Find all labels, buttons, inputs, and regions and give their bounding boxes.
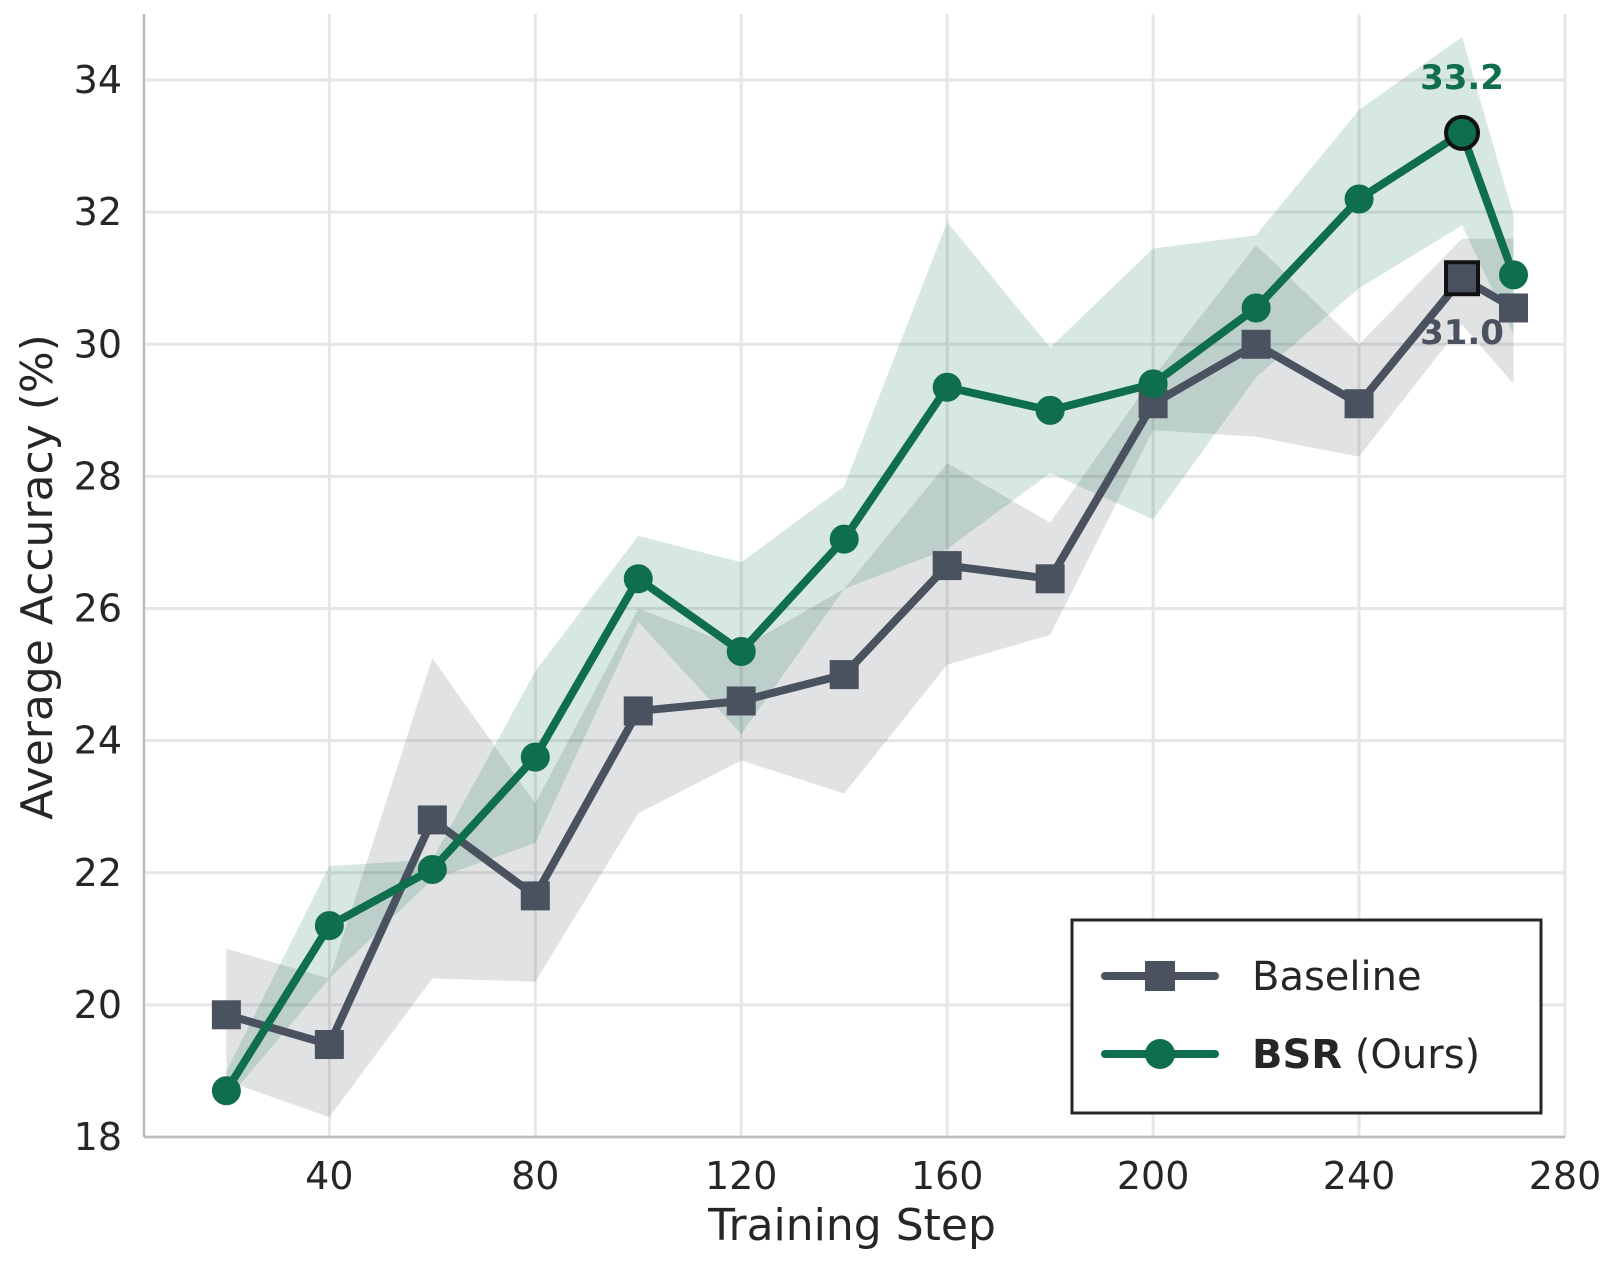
legend-label-baseline: Baseline — [1252, 954, 1422, 1000]
tick-labels: 40 80 120 160 200 240 280 18 20 22 24 26 28 30 32 34 — [74, 58, 1602, 1198]
x-tick-label: 80 — [511, 1154, 559, 1198]
confidence-band-bsr — [226, 37, 1514, 1101]
data-point-baseline — [829, 660, 859, 690]
y-tick-label: 18 — [74, 1115, 122, 1159]
data-point-bsr — [623, 564, 653, 594]
x-tick-label: 160 — [911, 1154, 984, 1198]
data-point-baseline — [1444, 260, 1481, 297]
data-point-baseline — [1241, 329, 1271, 359]
y-tick-label: 24 — [74, 719, 122, 763]
data-point-bsr — [1344, 184, 1374, 214]
y-axis-title: Average Accuracy (%) — [12, 334, 63, 820]
data-point-bsr — [1138, 369, 1168, 399]
x-tick-label: 240 — [1323, 1154, 1396, 1198]
legend-marker-baseline — [1145, 961, 1175, 991]
data-point-bsr — [1035, 395, 1065, 425]
data-point-bsr — [211, 1076, 241, 1106]
data-point-bsr — [417, 854, 447, 884]
data-point-bsr — [1444, 114, 1481, 151]
x-tick-label: 200 — [1117, 1154, 1190, 1198]
legend: Baseline BSR (Ours) — [1070, 918, 1543, 1115]
series-line-bsr — [222, 128, 1518, 1093]
data-point-baseline — [932, 551, 962, 581]
series-lines — [222, 128, 1518, 1093]
axes — [142, 14, 1565, 1139]
data-point-bsr — [932, 372, 962, 402]
data-point-baseline — [417, 805, 447, 835]
y-tick-label: 34 — [74, 58, 122, 102]
legend-label-bsr-bold: BSR — [1252, 1032, 1342, 1078]
annotations: 33.2 31.0 — [1420, 58, 1504, 353]
y-tick-label: 32 — [74, 190, 122, 234]
data-point-bsr — [520, 742, 550, 772]
x-tick-label: 280 — [1529, 1154, 1602, 1198]
series-markers — [211, 114, 1529, 1106]
series-line-baseline — [225, 274, 1516, 1049]
data-point-baseline — [1035, 564, 1065, 594]
x-tick-label: 120 — [705, 1154, 778, 1198]
x-tick-label: 40 — [305, 1154, 353, 1198]
data-point-bsr — [314, 911, 344, 941]
y-tick-label: 20 — [74, 983, 122, 1027]
data-point-bsr — [829, 524, 859, 554]
data-point-baseline — [1499, 293, 1529, 323]
legend-label-bsr: BSR (Ours) — [1252, 1032, 1480, 1078]
data-point-baseline — [726, 686, 756, 716]
x-axis-title: Training Step — [707, 1200, 996, 1251]
data-point-bsr — [726, 636, 756, 666]
data-point-baseline — [1344, 389, 1374, 419]
data-point-baseline — [211, 1000, 241, 1030]
y-tick-label: 22 — [74, 851, 122, 895]
data-point-bsr — [1499, 260, 1529, 290]
y-tick-label: 28 — [74, 454, 122, 498]
legend-label-bsr-suffix: (Ours) — [1342, 1032, 1480, 1078]
legend-marker-bsr — [1145, 1039, 1175, 1069]
peak-label-bsr: 33.2 — [1420, 58, 1504, 98]
peak-label-baseline: 31.0 — [1420, 313, 1504, 353]
data-point-bsr — [1241, 293, 1271, 323]
y-tick-label: 26 — [74, 587, 122, 631]
legend-frame — [1070, 918, 1543, 1115]
y-tick-label: 30 — [74, 322, 122, 366]
data-point-baseline — [520, 881, 550, 911]
data-point-baseline — [623, 696, 653, 726]
data-point-baseline — [314, 1030, 344, 1060]
